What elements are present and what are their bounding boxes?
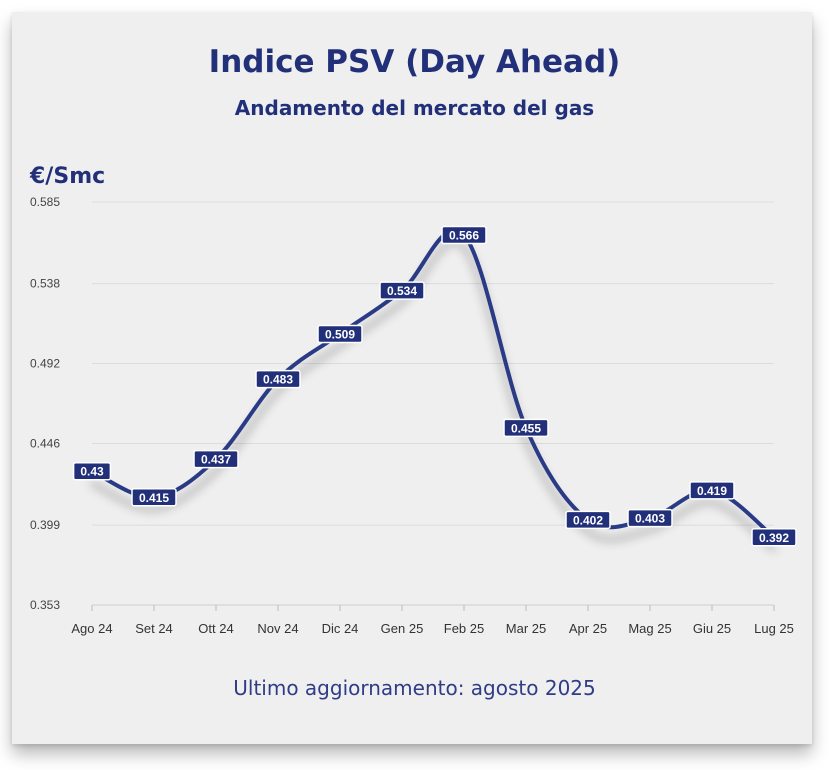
x-tick-label: Lug 25: [754, 621, 794, 636]
chart-card: [12, 12, 812, 744]
data-label-text: 0.419: [697, 484, 727, 498]
data-label: 0.566: [441, 225, 487, 245]
last-update-text: Ultimo aggiornamento: agosto 2025: [233, 676, 596, 700]
x-tick-label: Mar 25: [506, 621, 546, 636]
axes: 0.353 0.399 0.446 0.492 0.538 0.585 Ago 24 Set …: [30, 195, 794, 636]
data-label: 0.415: [131, 488, 177, 507]
data-labels: 0.43 0.415 0.437 0.483 0.509 0.534 0.566 0.455 0…: [72, 225, 797, 547]
data-label-box: [255, 369, 301, 389]
x-tick-label: Feb 25: [444, 621, 484, 636]
data-label-box: [627, 508, 673, 528]
data-label-text: 0.534: [387, 284, 417, 298]
data-label-box: [503, 418, 549, 438]
x-tick-label: Ott 24: [198, 621, 233, 636]
y-axis-unit: €/Smc: [30, 164, 106, 189]
data-label-box: [751, 528, 797, 547]
x-tick-label: Ago 24: [71, 621, 112, 636]
data-label: 0.43: [72, 461, 112, 481]
data-label: 0.534: [379, 281, 425, 300]
data-label-text: 0.402: [573, 513, 603, 527]
data-label-text: 0.455: [511, 421, 541, 435]
data-label-box: [193, 449, 239, 469]
chart-subtitle: Andamento del mercato del gas: [234, 96, 595, 120]
chart-title: Indice PSV (Day Ahead): [208, 44, 621, 80]
data-label-text: 0.483: [263, 373, 293, 387]
data-label-box: [72, 461, 112, 481]
y-tick-label: 0.538: [30, 277, 60, 291]
data-label-box: [131, 488, 177, 507]
data-label-text: 0.43: [80, 465, 104, 479]
data-label-text: 0.392: [759, 531, 789, 545]
data-label-text: 0.437: [201, 453, 231, 467]
data-label: 0.455: [503, 418, 549, 438]
y-tick-label: 0.399: [30, 518, 60, 532]
data-label-text: 0.415: [139, 491, 169, 505]
data-label: 0.392: [751, 528, 797, 547]
data-label: 0.419: [689, 481, 735, 500]
data-label: 0.402: [565, 510, 611, 530]
x-tick-label: Mag 25: [628, 621, 671, 636]
data-label: 0.437: [193, 449, 239, 469]
data-label: 0.403: [627, 508, 673, 528]
x-tick-label: Giu 25: [693, 621, 731, 636]
x-tick-label: Apr 25: [569, 621, 607, 636]
data-label-box: [317, 324, 363, 344]
data-label-text: 0.566: [449, 229, 479, 243]
x-tick-label: Set 24: [135, 621, 173, 636]
data-label-box: [565, 510, 611, 530]
data-label-box: [379, 281, 425, 300]
y-tick-label: 0.492: [30, 357, 60, 371]
data-label-box: [689, 481, 735, 500]
data-label-text: 0.509: [325, 328, 355, 342]
x-tick-label: Dic 24: [322, 621, 359, 636]
series-line-group: [90, 228, 776, 540]
x-tick-label: Nov 24: [257, 621, 298, 636]
x-tick-label: Gen 25: [381, 621, 424, 636]
y-tick-label: 0.446: [30, 436, 60, 450]
data-label: 0.509: [317, 324, 363, 344]
data-label: 0.483: [255, 369, 301, 389]
data-label-text: 0.403: [635, 512, 665, 526]
series-line: [90, 228, 776, 540]
y-tick-label: 0.353: [30, 598, 60, 612]
grid-lines: [92, 201, 774, 606]
y-tick-label: 0.585: [30, 195, 60, 209]
data-label-box: [441, 225, 487, 245]
